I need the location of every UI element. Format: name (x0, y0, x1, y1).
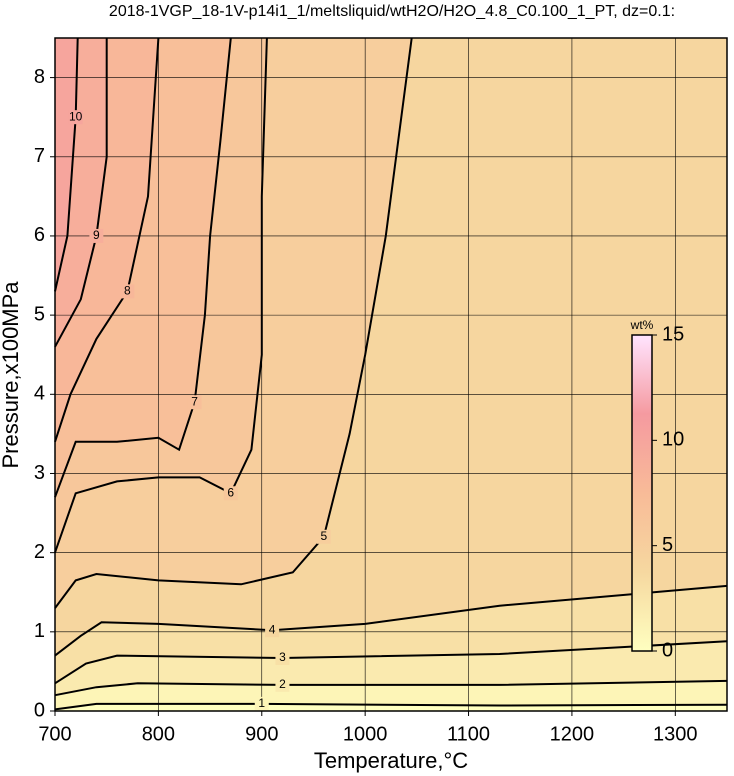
x-tick-label: 900 (245, 723, 278, 745)
y-tick-label: 6 (34, 224, 45, 246)
x-tick-label: 1000 (343, 723, 388, 745)
contour-line (54, 679, 728, 697)
contour-label: 5 (320, 529, 327, 543)
contour-line (54, 584, 728, 657)
y-tick-label: 8 (34, 66, 45, 88)
contour-label-bg (120, 284, 135, 299)
contour-label: 7 (191, 394, 198, 408)
contour-label: 3 (279, 650, 286, 664)
colorbar-tick-label: 0 (662, 639, 673, 661)
contour-label: 6 (227, 485, 234, 499)
x-tick-label: 700 (38, 723, 71, 745)
plot-area: 700 800 900 1000 1100 1200 1300012345678123456… (34, 37, 728, 745)
contour-band (55, 38, 78, 292)
x-tick-label: 1300 (653, 723, 698, 745)
contour-label-bg (275, 677, 290, 692)
contour-label: 9 (93, 228, 100, 242)
x-tick-label: 1100 (447, 723, 490, 745)
x-axis-title: Temperature,°C (314, 748, 468, 773)
y-tick-label: 4 (34, 383, 45, 405)
contour-label: 1 (258, 696, 265, 710)
contour-label-bg (316, 529, 331, 544)
colorbar-tick-label: 15 (662, 323, 684, 345)
y-tick-label: 1 (34, 620, 45, 642)
contour-label-bg (68, 110, 83, 125)
y-tick-label: 7 (34, 145, 45, 167)
contour-line (54, 37, 232, 498)
contour-label-bg (187, 395, 202, 410)
contour-label-bg (265, 623, 280, 638)
chart-title: 2018-1VGP_18-1V-p14i1_1/meltsliquid/wtH2… (109, 3, 675, 20)
colorbar-label: wt% (630, 318, 654, 332)
contour-label-bg (275, 650, 290, 665)
contour-line (54, 37, 413, 609)
contour-label-bg (89, 228, 104, 243)
contour-line (54, 37, 79, 292)
y-axis-title: Pressure,x100MPa (0, 281, 23, 469)
contour-label-bg (254, 696, 269, 711)
colorbar (631, 334, 653, 652)
colorbar-tick-label: 5 (662, 534, 673, 556)
y-tick-label: 5 (34, 303, 45, 325)
x-tick-label: 800 (142, 723, 175, 745)
colorbar-tick-label: 10 (662, 429, 684, 451)
contour-label: 10 (69, 109, 83, 123)
y-tick-label: 2 (34, 541, 45, 563)
y-tick-label: 3 (34, 462, 45, 484)
x-tick-label: 1200 (550, 723, 595, 745)
contour-line (54, 640, 728, 685)
contour-label: 2 (279, 677, 286, 691)
y-tick-label: 0 (34, 699, 45, 721)
contour-label: 4 (269, 622, 276, 636)
plot-frame (54, 37, 728, 712)
contour-label: 8 (124, 284, 131, 298)
contour-label-bg (223, 486, 238, 501)
contour-line (54, 37, 268, 553)
